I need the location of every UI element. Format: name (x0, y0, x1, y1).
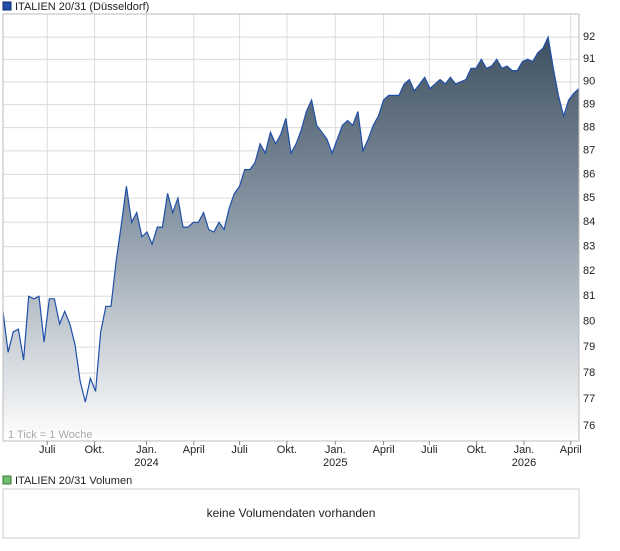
y-tick-label: 86 (583, 168, 595, 180)
y-tick-label: 88 (583, 121, 595, 133)
x-tick-label: April (183, 444, 205, 456)
y-tick-label: 82 (583, 265, 595, 277)
x-tick-label: April (560, 444, 582, 456)
x-tick-label: Okt. (84, 444, 104, 456)
x-tick-year: 2026 (512, 457, 536, 469)
x-tick-label: Juli (39, 444, 56, 456)
x-tick-label: Okt. (277, 444, 297, 456)
note: 1 Tick = 1 Woche (8, 429, 92, 441)
line (2, 35, 580, 403)
y-tick-label: 83 (583, 241, 595, 253)
y-tick-label: 92 (583, 31, 595, 43)
x-tick-label: Jan. (325, 444, 346, 456)
x-tick-label: April (373, 444, 395, 456)
chart-title: ITALIEN 20/31 (Düsseldorf) (15, 1, 149, 13)
plot-frame (2, 13, 580, 442)
y-tick-label: 80 (583, 315, 595, 327)
y-tick-label: 91 (583, 53, 595, 65)
y-tick-label: 84 (583, 216, 595, 228)
area (3, 37, 579, 441)
volume-message: keine Volumendaten vorhanden (207, 506, 376, 520)
x-tick-label: Jan. (514, 444, 535, 456)
y-tick-label: 77 (583, 393, 595, 405)
x-tick-label: Juli (421, 444, 438, 456)
y-tick-label: 90 (583, 76, 595, 88)
y-tick-label: 85 (583, 192, 595, 204)
volume-title: ITALIEN 20/31 Volumen (15, 475, 132, 487)
y-tick-label: 81 (583, 290, 595, 302)
x-tick-label: Juli (231, 444, 248, 456)
y-tick-label: 79 (583, 341, 595, 353)
y-tick-label: 78 (583, 367, 595, 379)
legend-swatch (2, 475, 12, 485)
y-tick-label: 87 (583, 145, 595, 157)
x-tick-label: Okt. (467, 444, 487, 456)
volume-panel (2, 488, 580, 539)
y-tick-label: 89 (583, 98, 595, 110)
legend-swatch (2, 1, 12, 11)
y-tick-label: 76 (583, 420, 595, 432)
x-tick-year: 2025 (323, 457, 347, 469)
x-tick-year: 2024 (134, 457, 158, 469)
x-tick-label: Jan. (136, 444, 157, 456)
